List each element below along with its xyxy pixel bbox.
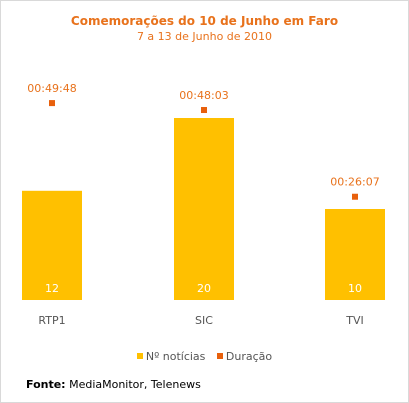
source-note: Fonte: MediaMonitor, Telenews (26, 378, 201, 391)
duration-label-tvi: 00:26:07 (330, 176, 379, 189)
chart-subtitle: 7 a 13 de Junho de 2010 (136, 30, 273, 43)
bar-sic (174, 118, 234, 300)
duration-label-rtp1: 00:49:48 (27, 82, 76, 95)
chart-legend: Nº notícias Duração (0, 350, 409, 363)
legend-label-noticias: Nº notícias (145, 350, 206, 363)
legend-swatch-noticias (136, 353, 143, 359)
duration-point-sic (201, 107, 207, 114)
duration-point-tvi (352, 193, 358, 200)
legend-swatch-duracao (216, 353, 223, 359)
chart-plot: 12 00:49:48 RTP1 20 00:48:03 SIC 10 00:26:07 TVI (22, 82, 385, 327)
category-label-tvi: TVI (345, 314, 364, 327)
bar-value-tvi: 10 (348, 282, 362, 295)
bar-tvi (325, 209, 385, 300)
source-label: Fonte: (26, 378, 66, 391)
duration-label-sic: 00:48:03 (179, 89, 228, 102)
category-label-sic: SIC (195, 314, 213, 327)
duration-point-rtp1 (49, 100, 55, 107)
category-label-rtp1: RTP1 (38, 314, 65, 327)
legend-label-duracao: Duração (225, 350, 273, 363)
bar-rtp1 (22, 190, 82, 300)
bar-value-sic: 20 (197, 282, 211, 295)
chart-title: Comemorações do 10 de Junho em Faro (70, 14, 339, 28)
bar-value-rtp1: 12 (45, 282, 59, 295)
legend-item-duracao: Duração (216, 350, 273, 363)
legend-item-noticias: Nº notícias (136, 350, 206, 363)
source-text: MediaMonitor, Telenews (69, 378, 201, 391)
